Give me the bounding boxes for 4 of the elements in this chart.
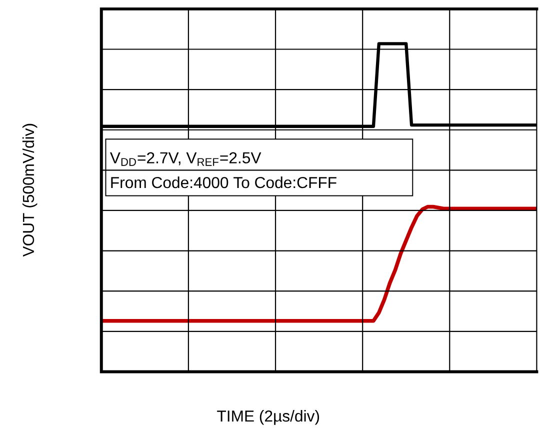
x-axis-title: TIME (2µs/div) xyxy=(217,410,320,425)
y-axis-title: VOUT (500mV/div) xyxy=(22,124,38,257)
annotation: V$_{DD}$=2.7V, V$_{REF}$=2.5V xyxy=(110,152,262,166)
annotation: From Code:4000 To Code:CFFF xyxy=(111,176,336,188)
